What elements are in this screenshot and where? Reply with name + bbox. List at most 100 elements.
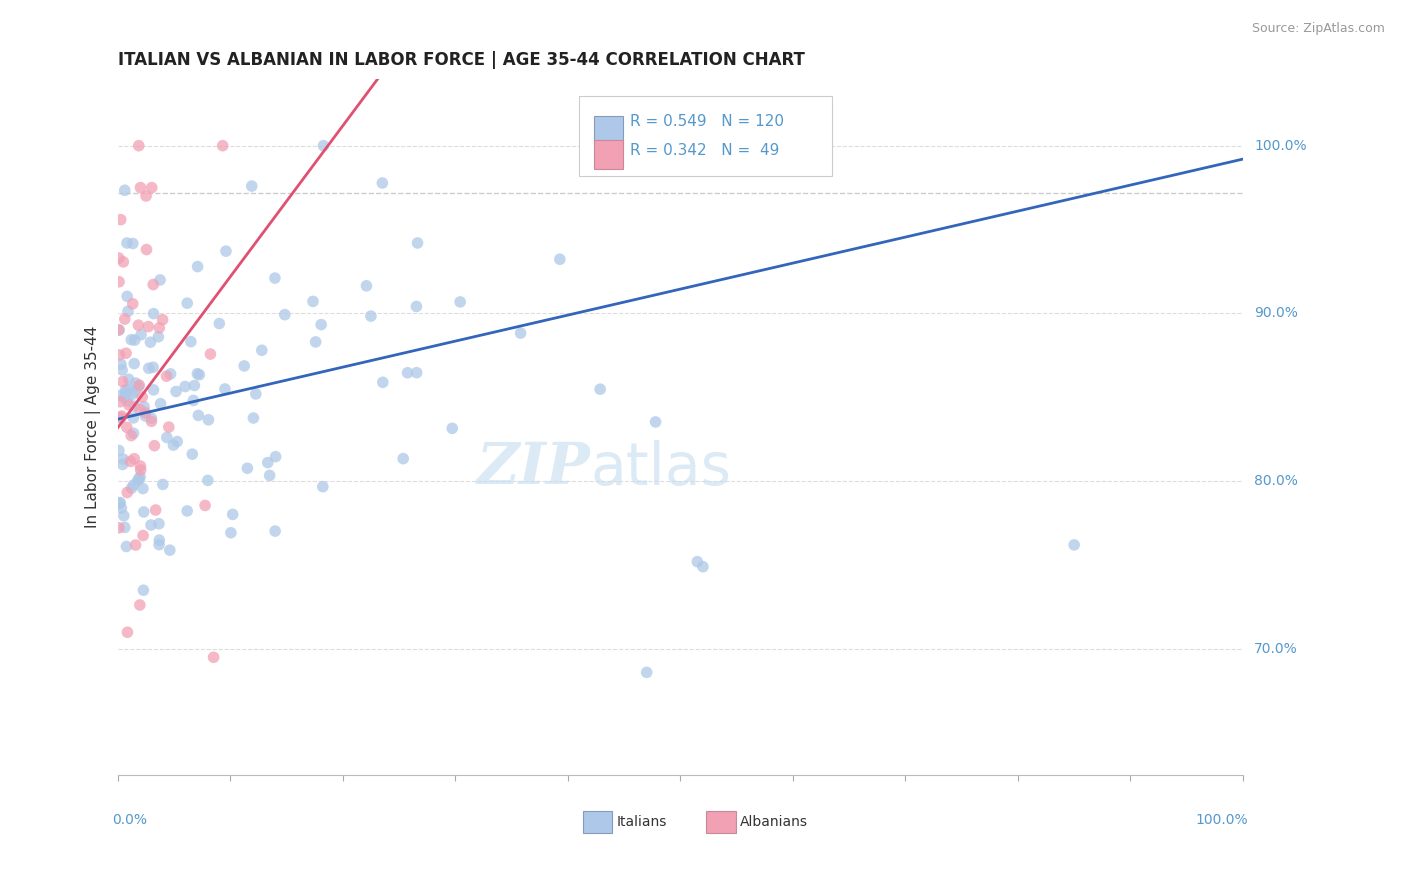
Point — [441, 421, 464, 435]
Point — [120, 428, 142, 442]
Point — [245, 387, 267, 401]
Point — [135, 189, 157, 203]
Point — [138, 361, 160, 376]
Point — [406, 235, 429, 250]
Text: 80.0%: 80.0% — [1254, 475, 1298, 488]
Point — [148, 533, 170, 548]
Point — [197, 474, 219, 488]
Point — [112, 255, 135, 269]
Point — [111, 458, 134, 472]
Point — [134, 406, 156, 420]
Point — [644, 415, 666, 429]
Point — [180, 334, 202, 349]
Text: Albanians: Albanians — [740, 815, 808, 829]
Point — [136, 319, 159, 334]
Point — [159, 367, 181, 381]
FancyBboxPatch shape — [582, 811, 612, 833]
Point — [183, 393, 205, 408]
Point — [208, 317, 231, 331]
Point — [157, 420, 180, 434]
Point — [1063, 538, 1085, 552]
Point — [142, 307, 165, 321]
Point — [371, 376, 394, 390]
Point — [115, 289, 138, 303]
Point — [127, 474, 149, 488]
Text: 100.0%: 100.0% — [1254, 138, 1306, 153]
Point — [114, 312, 136, 326]
Text: Italians: Italians — [616, 815, 666, 829]
Point — [122, 357, 145, 371]
Point — [264, 524, 287, 538]
Point — [214, 382, 236, 396]
Point — [360, 309, 382, 323]
Point — [124, 333, 146, 347]
Y-axis label: In Labor Force | Age 35-44: In Labor Force | Age 35-44 — [86, 326, 101, 528]
Point — [110, 394, 132, 409]
Point — [141, 414, 163, 428]
Text: R = 0.549   N = 120: R = 0.549 N = 120 — [630, 114, 783, 128]
Point — [120, 454, 142, 468]
Point — [166, 434, 188, 449]
Point — [155, 369, 177, 384]
Point — [159, 543, 181, 558]
Text: atlas: atlas — [591, 440, 731, 497]
Point — [121, 297, 143, 311]
Point — [405, 366, 427, 380]
Point — [131, 390, 153, 404]
FancyBboxPatch shape — [593, 116, 623, 145]
Point — [176, 296, 198, 310]
Point — [108, 275, 131, 289]
FancyBboxPatch shape — [579, 96, 832, 176]
Point — [145, 503, 167, 517]
Point — [114, 391, 136, 405]
Point — [202, 650, 225, 665]
Text: 70.0%: 70.0% — [1254, 642, 1298, 656]
Point — [312, 480, 335, 494]
Point — [589, 382, 612, 396]
Point — [392, 451, 415, 466]
Point — [148, 321, 170, 335]
Point — [110, 411, 132, 425]
Point — [110, 357, 132, 371]
Point — [256, 456, 278, 470]
Point — [162, 438, 184, 452]
Point — [165, 384, 187, 399]
Point — [122, 411, 145, 425]
Point — [111, 409, 134, 423]
Point — [449, 294, 471, 309]
Point — [132, 583, 155, 598]
Point — [108, 497, 131, 511]
Point — [242, 411, 264, 425]
Point — [108, 251, 131, 265]
Point — [142, 277, 165, 292]
Point — [149, 397, 172, 411]
Point — [221, 508, 243, 522]
Point — [548, 252, 571, 267]
Point — [120, 333, 142, 347]
Point — [115, 540, 138, 554]
Point — [187, 260, 209, 274]
Point — [141, 411, 163, 425]
Point — [302, 294, 325, 309]
Point — [135, 243, 157, 257]
Point — [356, 278, 378, 293]
Point — [112, 508, 135, 523]
Point — [115, 346, 138, 360]
Point — [108, 495, 131, 509]
Point — [183, 378, 205, 392]
Point — [124, 384, 146, 399]
Point — [692, 559, 714, 574]
Point — [121, 236, 143, 251]
Text: 100.0%: 100.0% — [1197, 813, 1249, 827]
Point — [264, 450, 287, 464]
Point — [686, 555, 709, 569]
Text: Source: ZipAtlas.com: Source: ZipAtlas.com — [1251, 22, 1385, 36]
Point — [122, 426, 145, 441]
Point — [128, 598, 150, 612]
Point — [211, 138, 233, 153]
Point — [111, 363, 134, 377]
Point — [114, 520, 136, 534]
Point — [305, 334, 328, 349]
Point — [509, 326, 531, 340]
Text: ZIP: ZIP — [477, 440, 591, 497]
